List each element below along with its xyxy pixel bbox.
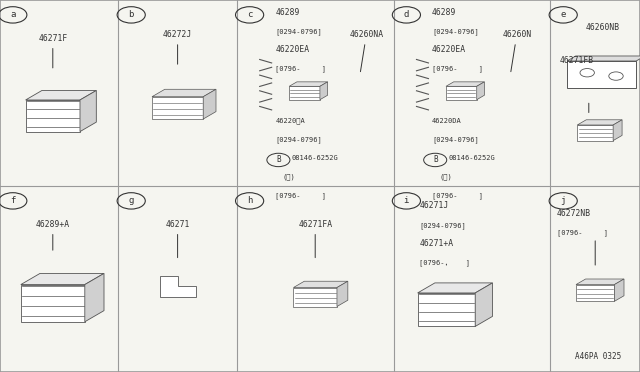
Polygon shape [576, 279, 624, 285]
Text: [0294-0796]: [0294-0796] [275, 29, 322, 35]
Polygon shape [293, 288, 337, 307]
Polygon shape [203, 89, 216, 119]
Text: j: j [561, 196, 566, 205]
Text: [0294-0796]: [0294-0796] [275, 137, 322, 143]
Text: 46271+A: 46271+A [419, 238, 453, 247]
Text: g: g [129, 196, 134, 205]
Text: 08146-6252G: 08146-6252G [448, 155, 495, 161]
Text: 46271FB: 46271FB [560, 56, 594, 65]
Text: [0294-0796]: [0294-0796] [432, 29, 479, 35]
Polygon shape [152, 97, 203, 119]
Text: (Ⅰ): (Ⅰ) [283, 174, 296, 180]
Text: B: B [433, 155, 438, 164]
Polygon shape [293, 281, 348, 288]
Text: 46260NA: 46260NA [349, 30, 383, 72]
Text: (Ⅰ): (Ⅰ) [440, 174, 452, 180]
Polygon shape [337, 281, 348, 307]
Text: [0796-     ]: [0796- ] [275, 192, 326, 199]
Text: 46220ⅡA: 46220ⅡA [275, 118, 305, 124]
Polygon shape [613, 120, 622, 141]
Text: 46289+A: 46289+A [36, 220, 70, 250]
Polygon shape [320, 82, 328, 100]
Text: 46271: 46271 [165, 220, 190, 258]
Polygon shape [20, 273, 104, 285]
Polygon shape [289, 86, 320, 100]
Text: 46260N: 46260N [502, 30, 531, 72]
Text: 46271F: 46271F [38, 34, 67, 68]
Polygon shape [20, 285, 85, 322]
Polygon shape [477, 82, 484, 100]
Text: A46PA 0325: A46PA 0325 [575, 352, 621, 361]
Text: 08146-6252G: 08146-6252G [291, 155, 338, 161]
Bar [567, 61, 636, 88]
Polygon shape [159, 276, 196, 297]
Polygon shape [417, 293, 476, 327]
Text: c: c [247, 10, 252, 19]
Text: 46220EA: 46220EA [432, 45, 466, 54]
Text: b: b [129, 10, 134, 19]
Polygon shape [26, 90, 97, 100]
Text: 46220EA: 46220EA [275, 45, 309, 54]
Text: e: e [561, 10, 566, 19]
Text: [0796-     ]: [0796- ] [432, 192, 483, 199]
Polygon shape [85, 273, 104, 322]
Polygon shape [417, 283, 493, 293]
Text: B: B [276, 155, 281, 164]
Text: [0294-0796]: [0294-0796] [419, 222, 466, 229]
Text: 46220DA: 46220DA [432, 118, 461, 124]
Text: [0796-     ]: [0796- ] [275, 66, 326, 73]
Polygon shape [446, 82, 484, 86]
Text: 46271FA: 46271FA [298, 220, 332, 258]
Polygon shape [26, 100, 80, 132]
Polygon shape [476, 283, 493, 327]
Polygon shape [614, 279, 624, 301]
Polygon shape [152, 89, 216, 97]
Text: 46272NB: 46272NB [557, 209, 591, 218]
Text: [0294-0796]: [0294-0796] [432, 137, 479, 143]
Polygon shape [576, 285, 614, 301]
Text: 46260NB: 46260NB [586, 23, 620, 32]
Text: a: a [10, 10, 15, 19]
Text: i: i [404, 196, 409, 205]
Text: [0796-     ]: [0796- ] [419, 259, 470, 266]
Text: 46272J: 46272J [163, 30, 192, 64]
Polygon shape [80, 90, 97, 132]
Polygon shape [577, 125, 613, 141]
Polygon shape [446, 86, 477, 100]
Text: [0796-     ]: [0796- ] [557, 230, 608, 236]
Text: f: f [10, 196, 15, 205]
Text: 46289: 46289 [432, 8, 456, 17]
Text: 46271J: 46271J [419, 201, 449, 210]
Text: h: h [247, 196, 252, 205]
Text: 46289: 46289 [275, 8, 300, 17]
Polygon shape [577, 120, 622, 125]
Text: d: d [404, 10, 409, 19]
Polygon shape [567, 56, 640, 61]
Polygon shape [289, 82, 328, 86]
Text: [0796-     ]: [0796- ] [432, 66, 483, 73]
